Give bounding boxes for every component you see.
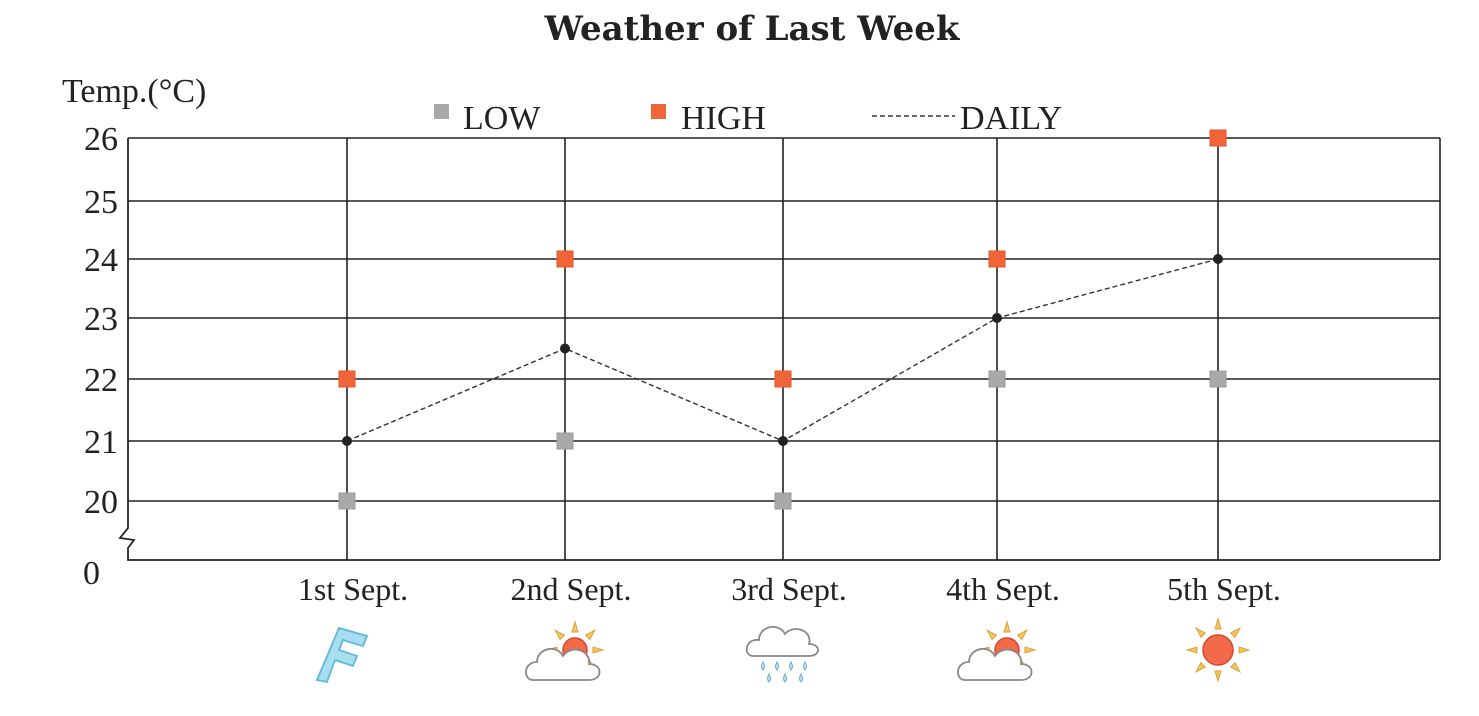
y-axis-label: Temp.(°C) <box>62 73 206 110</box>
rain-icon <box>745 626 819 683</box>
legend-high-marker <box>651 104 666 119</box>
x-tick-label: 3rd Sept. <box>731 571 847 607</box>
wind-flag <box>315 626 369 684</box>
cloud-shape <box>525 648 601 681</box>
sun-ray <box>553 628 566 641</box>
axes <box>118 138 1440 561</box>
high-point <box>774 370 792 388</box>
x-tick-label: 1st Sept. <box>298 571 408 607</box>
legend: LOW HIGH DAILY <box>434 100 1062 137</box>
low-point <box>556 432 574 450</box>
partly-sunny-icon <box>957 620 1037 681</box>
legend-high-label: HIGH <box>681 100 766 137</box>
x-tick-label: 2nd Sept. <box>511 571 632 607</box>
daily-point <box>560 343 570 354</box>
daily-point <box>778 436 788 446</box>
low-point <box>1209 370 1227 388</box>
sun-ray <box>1194 626 1207 639</box>
high-point <box>1209 129 1227 147</box>
sun-ray <box>1185 646 1198 654</box>
y-tick-label: 25 <box>84 184 118 221</box>
daily-series <box>342 254 1223 446</box>
sun-ray <box>1229 626 1242 639</box>
daily-point <box>1213 254 1223 264</box>
weather-icons <box>315 617 1251 684</box>
sun-ray <box>1214 617 1222 630</box>
y-tick-label: 23 <box>84 301 118 338</box>
y-tick-label: 20 <box>84 484 118 521</box>
y-axis-with-break <box>118 138 1440 561</box>
rain-drop <box>789 661 793 671</box>
high-point <box>988 250 1006 268</box>
x-tick-label: 4th Sept. <box>946 571 1060 607</box>
low-point <box>338 492 356 510</box>
y-tick-label: 22 <box>84 362 118 399</box>
x-tick-labels: 1st Sept. 2nd Sept. 3rd Sept. 4th Sept. 5th … <box>298 571 1281 607</box>
sun-disc <box>1202 634 1234 666</box>
windy-icon <box>315 626 369 684</box>
rain-drop <box>761 661 765 671</box>
markers <box>338 129 1227 510</box>
daily-point <box>342 436 352 446</box>
y-tick-labels: 26 25 24 23 22 21 20 <box>84 121 118 521</box>
sun-ray <box>1214 670 1222 683</box>
partly-sunny-icon <box>525 620 605 681</box>
sun-ray <box>985 628 998 641</box>
daily-point <box>992 313 1002 323</box>
x-tick-label: 5th Sept. <box>1167 571 1281 607</box>
cloud-shape <box>957 648 1033 681</box>
rain-drop <box>775 661 779 671</box>
sun-ray <box>1194 661 1207 674</box>
legend-daily-label: DAILY <box>960 100 1062 137</box>
y-tick-label: 21 <box>84 424 118 461</box>
rain-drop <box>767 673 771 683</box>
sun-ray <box>1016 628 1029 641</box>
low-point <box>988 370 1006 388</box>
legend-low-marker <box>434 104 449 119</box>
y-tick-zero: 0 <box>83 555 100 592</box>
sun-ray <box>584 628 597 641</box>
sunny-icon <box>1185 617 1251 683</box>
y-tick-label: 26 <box>84 121 118 158</box>
y-tick-label: 24 <box>84 242 118 279</box>
sun-ray <box>592 646 605 654</box>
legend-low-label: LOW <box>463 100 541 137</box>
rain-cloud <box>745 626 819 657</box>
sun-ray <box>1229 661 1242 674</box>
chart-title: Weather of Last Week <box>544 9 961 49</box>
high-point <box>338 370 356 388</box>
sun-ray <box>1024 646 1037 654</box>
low-point <box>774 492 792 510</box>
high-point <box>556 250 574 268</box>
rain-drop <box>799 673 803 683</box>
sun-ray <box>571 620 579 633</box>
rain-drop <box>783 673 787 683</box>
sun-ray <box>1003 620 1011 633</box>
rain-drop <box>803 661 807 671</box>
sun-ray <box>1238 646 1251 654</box>
